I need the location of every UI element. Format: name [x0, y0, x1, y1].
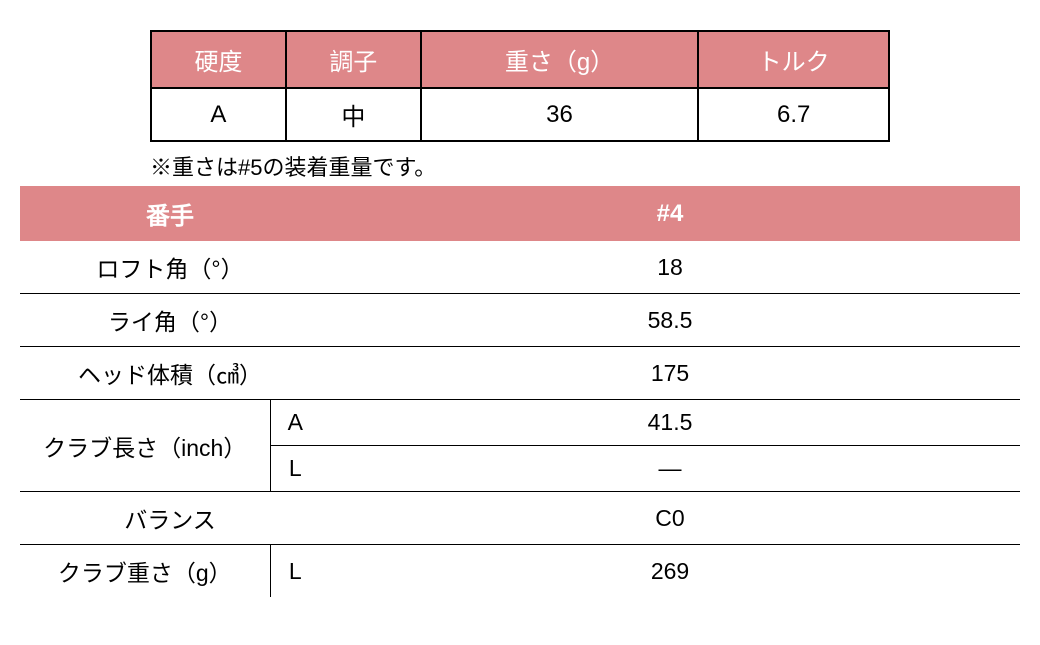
- label-club-length: クラブ長さ（inch）: [20, 400, 270, 492]
- value-club-weight: 269: [320, 545, 1020, 598]
- weight-note: ※重さは#5の装着重量です。: [150, 150, 1020, 182]
- val-weight: 36: [421, 88, 699, 141]
- col-hardness: 硬度: [151, 31, 286, 88]
- row-loft: ロフト角（°） 18: [20, 241, 1020, 294]
- value-lie: 58.5: [320, 294, 1020, 347]
- label-club-weight: クラブ重さ（g）: [20, 545, 270, 598]
- sub-length-l: L: [270, 446, 320, 492]
- col-torque: トルク: [698, 31, 889, 88]
- shaft-spec-data-row: A 中 36 6.7: [151, 88, 889, 141]
- col-kick: 調子: [286, 31, 421, 88]
- label-loft: ロフト角（°）: [20, 241, 320, 294]
- value-length-a: 41.5: [320, 400, 1020, 446]
- col-number-label: 番手: [20, 186, 320, 241]
- row-length-a: クラブ長さ（inch） A 41.5: [20, 400, 1020, 446]
- sub-club-weight: L: [270, 545, 320, 598]
- row-head-volume: ヘッド体積（㎤） 175: [20, 347, 1020, 400]
- label-head-volume: ヘッド体積（㎤）: [20, 347, 320, 400]
- shaft-spec-table: 硬度 調子 重さ（g） トルク A 中 36 6.7: [150, 30, 890, 142]
- club-spec-header-row: 番手 #4: [20, 186, 1020, 241]
- col-weight: 重さ（g）: [421, 31, 699, 88]
- club-spec-table: 番手 #4 ロフト角（°） 18 ライ角（°） 58.5 ヘッド体積（㎤） 17…: [20, 186, 1020, 597]
- col-number-value: #4: [320, 186, 1020, 241]
- val-hardness: A: [151, 88, 286, 141]
- val-torque: 6.7: [698, 88, 889, 141]
- label-lie: ライ角（°）: [20, 294, 320, 347]
- value-head-volume: 175: [320, 347, 1020, 400]
- row-club-weight: クラブ重さ（g） L 269: [20, 545, 1020, 598]
- label-balance: バランス: [20, 492, 320, 545]
- row-lie: ライ角（°） 58.5: [20, 294, 1020, 347]
- value-balance: C0: [320, 492, 1020, 545]
- shaft-spec-header-row: 硬度 調子 重さ（g） トルク: [151, 31, 889, 88]
- value-length-l: ―: [320, 446, 1020, 492]
- sub-length-a: A: [270, 400, 320, 446]
- row-balance: バランス C0: [20, 492, 1020, 545]
- val-kick: 中: [286, 88, 421, 141]
- value-loft: 18: [320, 241, 1020, 294]
